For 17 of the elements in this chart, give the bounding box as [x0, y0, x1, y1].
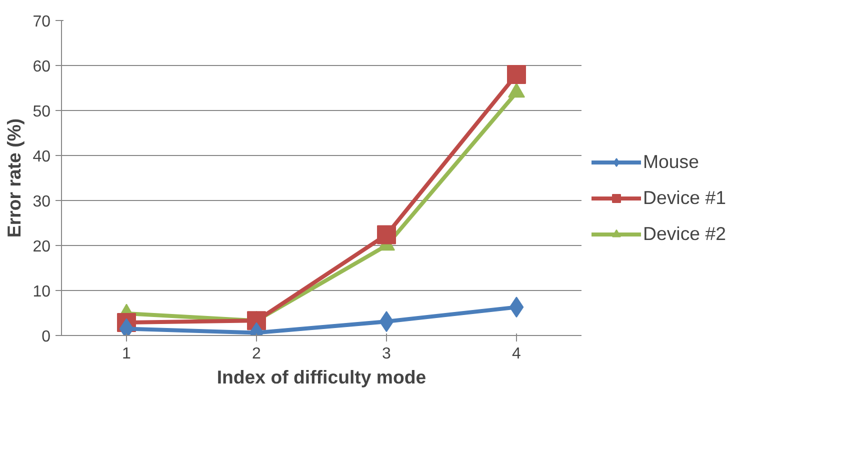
y-tick-label: 50 [32, 104, 51, 120]
y-tick-label: 70 [32, 14, 51, 30]
legend-label: Mouse [643, 151, 699, 173]
x-tick-label: 1 [122, 346, 132, 362]
x-tick-label: 3 [382, 346, 392, 362]
y-axis-title: Error rate (%) [4, 118, 25, 238]
y-tick-label: 60 [32, 58, 51, 76]
x-tick-label: 2 [252, 346, 262, 362]
x-tick-label: 4 [512, 346, 522, 362]
y-tick-label: 40 [32, 148, 51, 166]
y-tick-label: 10 [32, 284, 51, 300]
y-tick-label: 0 [42, 328, 51, 346]
x-axis-title: Index of difficulty mode [216, 366, 426, 388]
y-tick-label: 20 [32, 238, 51, 256]
legend-label: Device #1 [643, 187, 726, 209]
y-tick-label: 30 [32, 194, 51, 210]
legend-label: Device #2 [643, 223, 726, 245]
